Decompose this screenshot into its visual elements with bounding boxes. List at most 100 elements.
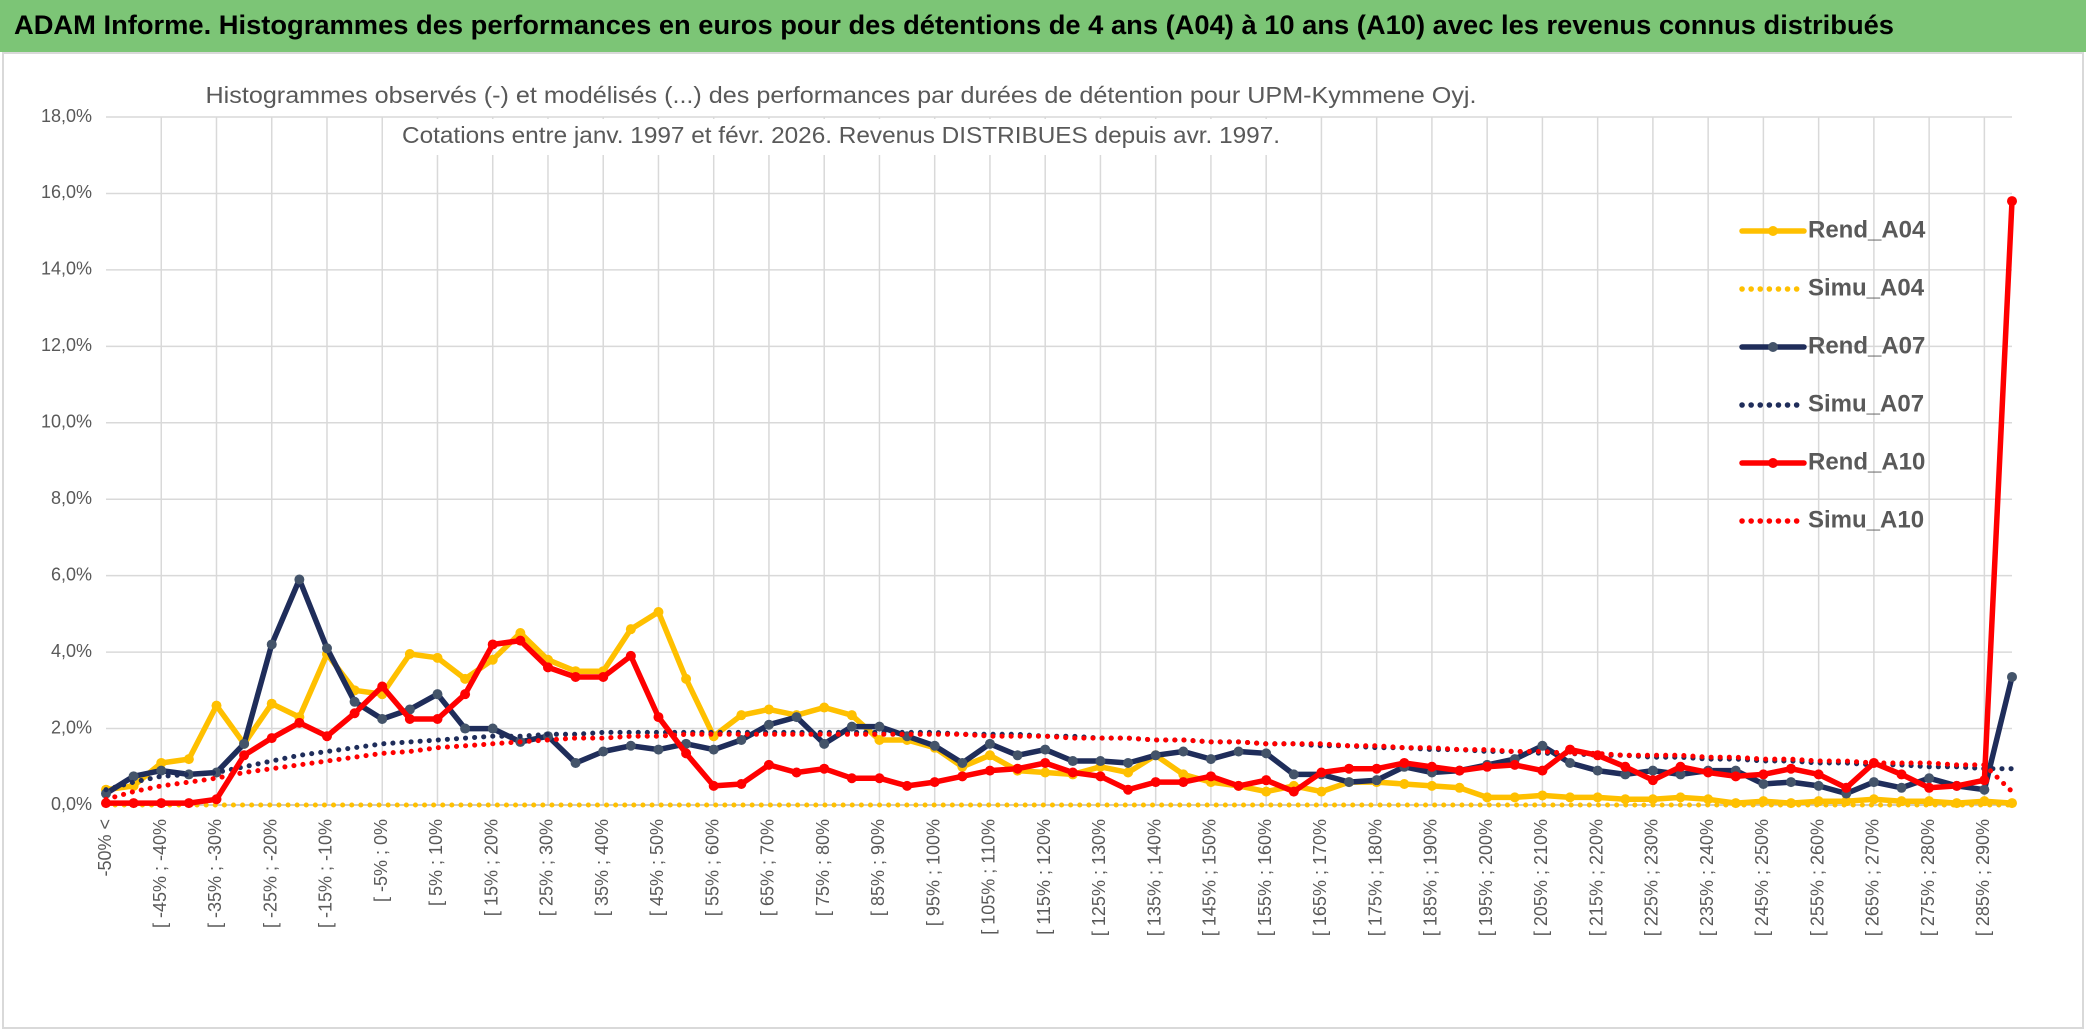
legend-label: Rend_A10	[1808, 448, 1925, 475]
marker	[156, 765, 167, 776]
marker	[1344, 777, 1355, 788]
marker	[1067, 767, 1078, 778]
marker	[1316, 767, 1327, 778]
x-tick-label: -50% <	[95, 819, 115, 877]
series-line	[103, 198, 2015, 806]
subtitle: Histogrammes observés (-) et modélisés (…	[206, 82, 1477, 108]
x-tick-label: [ 175% ; 180%	[1365, 819, 1385, 936]
marker	[1261, 775, 1272, 786]
marker	[874, 721, 885, 732]
marker	[763, 704, 774, 715]
x-tick-label: [ 195% ; 200%	[1476, 819, 1496, 936]
marker	[1509, 759, 1520, 770]
marker	[460, 673, 471, 684]
marker	[1509, 792, 1520, 803]
marker	[1758, 778, 1769, 789]
marker	[1426, 780, 1437, 791]
marker	[570, 671, 581, 682]
x-tick-label: [ 5% ; 10%	[426, 819, 446, 906]
marker	[404, 714, 415, 724]
y-tick-label: 10,0%	[41, 412, 92, 432]
marker	[1675, 761, 1686, 772]
marker	[377, 714, 388, 724]
x-tick-label: [ 245% ; 250%	[1752, 819, 1772, 936]
marker	[515, 635, 526, 646]
marker	[846, 710, 857, 721]
marker	[1896, 782, 1907, 793]
marker	[1675, 769, 1686, 780]
marker	[183, 798, 194, 809]
marker	[984, 765, 995, 776]
marker	[1703, 794, 1714, 805]
x-tick-label: [ -25% ; -20%	[260, 819, 280, 928]
x-tick-label: [ 125% ; 130%	[1089, 819, 1109, 936]
legend-label: Simu_A07	[1808, 390, 1924, 417]
x-tick-label: [ 65% ; 70%	[758, 819, 778, 916]
x-tick-label: [ 225% ; 230%	[1642, 819, 1662, 936]
marker	[929, 777, 940, 788]
marker	[1012, 750, 1023, 761]
x-tick-label: [ 105% ; 110%	[979, 819, 999, 935]
marker	[239, 738, 250, 749]
marker	[1813, 780, 1824, 791]
marker	[653, 744, 664, 755]
marker	[1454, 765, 1465, 776]
marker	[1399, 757, 1410, 768]
marker	[2007, 196, 2017, 207]
x-tick-label: [ 135% ; 140%	[1144, 819, 1164, 936]
x-tick-label: [ 215% ; 220%	[1586, 819, 1606, 936]
title-bar	[0, 0, 2086, 52]
marker	[1730, 771, 1741, 782]
marker	[1841, 782, 1852, 793]
x-tick-label: [ 45% ; 50%	[647, 819, 667, 916]
marker	[1316, 786, 1327, 797]
marker	[211, 700, 222, 711]
marker	[846, 721, 857, 732]
series-line	[103, 609, 2015, 806]
x-tick-label: [ 185% ; 190%	[1421, 819, 1441, 936]
marker	[763, 759, 774, 770]
marker	[763, 719, 774, 730]
marker	[1067, 756, 1078, 767]
marker	[625, 740, 636, 751]
marker	[1647, 775, 1658, 786]
legend-label: Rend_A07	[1808, 332, 1925, 359]
x-tick-label: [ 235% ; 240%	[1697, 819, 1717, 936]
marker	[1979, 775, 1990, 786]
marker	[1426, 761, 1437, 772]
marker	[598, 671, 609, 682]
marker	[487, 654, 498, 665]
marker	[819, 702, 830, 713]
marker	[1233, 780, 1244, 791]
marker	[1786, 777, 1797, 788]
marker	[681, 673, 692, 684]
marker	[819, 738, 830, 749]
marker	[929, 740, 940, 751]
marker	[1178, 777, 1189, 788]
marker	[349, 696, 360, 707]
marker	[1537, 740, 1548, 751]
subtitle-bg	[394, 119, 1288, 155]
marker	[1703, 767, 1714, 778]
marker	[128, 798, 139, 809]
y-tick-label: 18,0%	[41, 106, 92, 126]
y-tick-label: 16,0%	[41, 182, 92, 202]
marker	[625, 624, 636, 635]
marker	[846, 773, 857, 784]
marker	[1647, 794, 1658, 805]
marker	[1178, 746, 1189, 757]
x-tick-label: [ -5% ; 0%	[371, 819, 391, 902]
marker	[321, 731, 332, 742]
legend-marker	[1768, 226, 1778, 236]
marker	[653, 712, 664, 723]
marker	[1233, 746, 1244, 757]
x-tick-label: [ 85% ; 90%	[868, 819, 888, 916]
marker	[1123, 767, 1134, 778]
marker	[1123, 784, 1134, 795]
marker	[542, 662, 553, 673]
marker	[1123, 757, 1134, 768]
marker	[957, 771, 968, 782]
marker	[1565, 792, 1576, 803]
x-tick-label: [ 255% ; 260%	[1807, 819, 1827, 936]
marker	[515, 628, 526, 638]
